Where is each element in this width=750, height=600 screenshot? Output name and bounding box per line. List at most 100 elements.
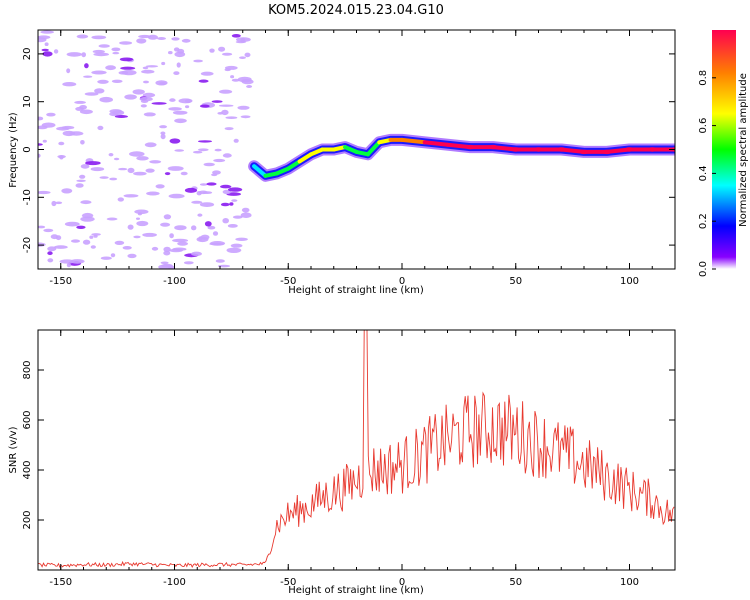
noise-blob [62,130,76,137]
y-tick-label: -20 [22,237,33,253]
noise-blob [239,56,246,59]
noise-blob [42,51,53,57]
noise-blob [58,141,65,146]
ridge-segment [286,159,302,171]
noise-blob [97,125,104,131]
noise-blob [84,63,89,69]
noise-blob [206,182,217,186]
noise-blob [38,143,43,146]
noise-blob [140,104,147,108]
noise-blob [41,122,56,128]
noise-blob [183,261,194,265]
noise-blob [91,70,107,75]
x-tick-label: -100 [163,577,186,588]
noise-blob [228,187,243,192]
noise-blob [163,214,172,220]
noise-blob [209,48,215,53]
noise-blob [224,127,234,131]
noise-blob [222,189,232,195]
noise-blob [44,42,49,46]
snr-panel: -150 -100 -50 0 50 100 200 400 600 800 Height of … [8,329,676,596]
noise-blob [81,52,86,58]
noise-blob [196,236,209,243]
noise-blob [119,57,134,62]
noise-blob [145,168,155,173]
noise-blob [84,92,99,96]
noise-blob [191,251,202,256]
noise-blob [185,105,190,109]
noise-blob [159,82,167,85]
noise-blob [227,224,238,228]
noise-blob [80,164,90,169]
noise-blob [200,71,214,76]
noise-blob [197,148,209,152]
noise-blob [134,209,149,215]
noise-blob [237,105,250,110]
noise-blob [198,140,212,143]
noise-blob [71,239,80,243]
noise-blob [235,40,247,44]
noise-blob [222,218,229,224]
noise-blob [160,261,169,265]
noise-blob [217,264,231,268]
noise-blob [53,49,59,54]
noise-blob [89,235,94,239]
noise-blob [112,110,125,116]
noise-blob [122,246,132,250]
noise-blob [231,199,238,202]
noise-blob [235,237,248,241]
noise-blob [82,239,91,245]
noise-blob [76,225,86,229]
noise-blob [80,140,85,145]
noise-blob [38,225,46,229]
noise-blob [42,139,47,143]
colorbar-tick-label: 0.4 [698,165,709,181]
noise-blob [129,151,145,157]
ridge-segment [297,152,313,164]
y-tick-label: 0 [22,146,33,152]
noise-blob [177,241,189,246]
noise-blob [121,69,137,76]
noise-blob [46,112,56,117]
y-tick-label: -10 [22,189,33,205]
noise-blob [198,190,208,195]
noise-blob [172,110,188,115]
noise-blob [169,98,176,102]
y-tick-label: 200 [22,510,33,529]
noise-blob [222,52,233,56]
noise-blob [199,202,215,208]
noise-blob [171,37,180,41]
ridge-hotspot [579,149,589,155]
noise-blob [99,176,109,179]
ridge-segment [309,147,325,157]
noise-blob [149,160,162,164]
noise-blob [74,100,86,104]
ridge-segment [400,137,427,145]
noise-blob [123,194,139,198]
noise-blob [213,158,226,163]
ridge-hotspot [510,147,521,152]
noise-blob [119,41,133,45]
x-tick-label: -150 [49,276,72,287]
ridge-hotspot [488,144,498,150]
noise-blob [215,259,225,263]
x-tick-label: 0 [399,276,405,287]
noise-blob [168,193,185,199]
noise-blob [178,98,193,104]
noise-blob [61,188,73,194]
noise-blob [220,202,230,207]
noise-blob [204,221,212,227]
noise-blob [167,166,184,171]
noise-blob [114,115,128,118]
noise-blob [38,35,51,40]
noise-blob [127,253,137,259]
noise-blob [100,256,112,260]
x-tick-label: -100 [163,276,186,287]
noise-blob [75,106,84,111]
noise-blob [197,213,203,217]
noise-blob [127,224,134,230]
noise-blob [164,172,171,176]
ridge-hotspot [556,147,567,152]
noise-blob [218,46,226,52]
